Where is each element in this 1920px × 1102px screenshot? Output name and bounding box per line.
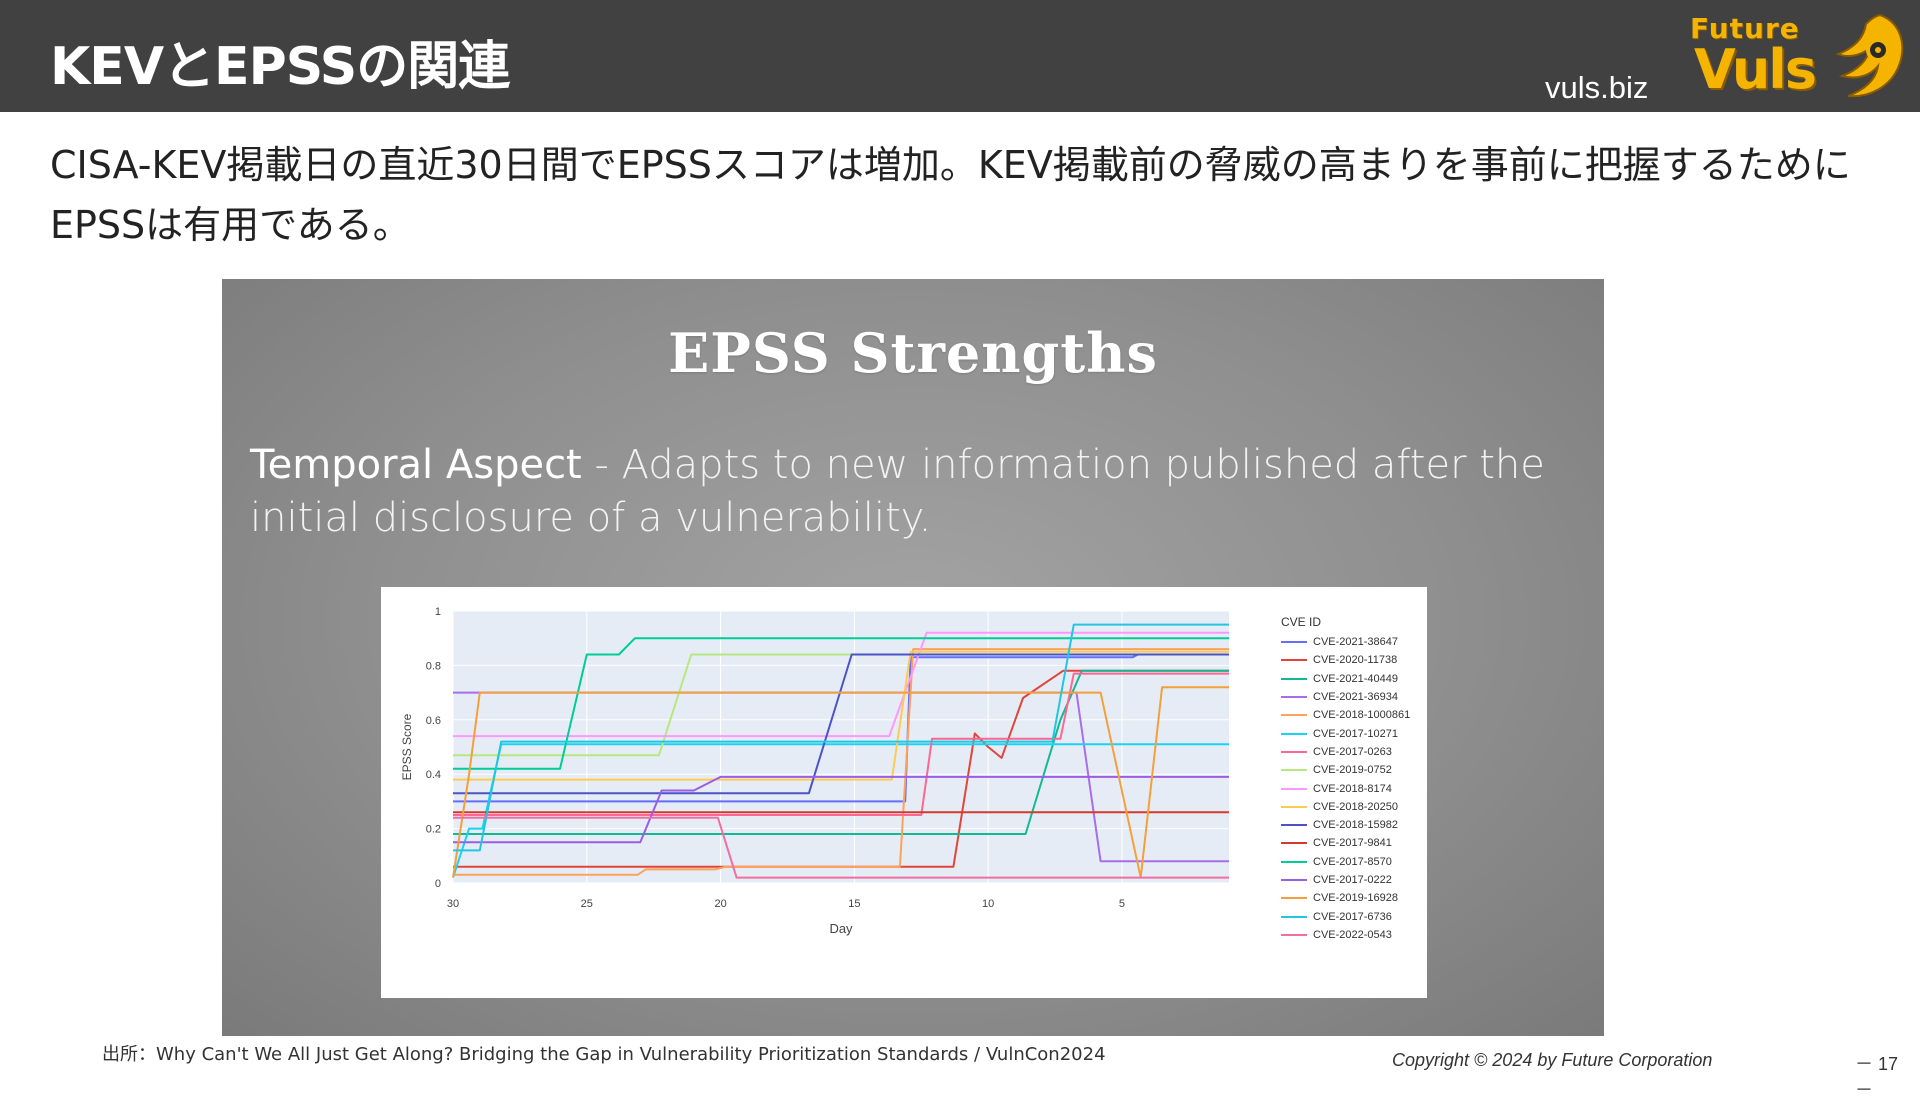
slide-title: KEVとEPSSの関連	[50, 37, 510, 97]
series-line-cve-2018-1000861	[453, 648, 1229, 876]
logo-text-vuls: Vuls	[1694, 38, 1817, 101]
chart-canvas: 30 25 20 15 10 5 0 0.2 0.4 0.6 0.8 1 Day EPSS Score	[400, 606, 1229, 936]
slide-header: KEVとEPSSの関連 vuls.biz Future Vuls	[0, 0, 1920, 112]
x-tick-label: 15	[848, 898, 860, 910]
series-line-cve-2019-16928	[452, 686, 1229, 879]
y-tick-label: 0	[435, 878, 441, 890]
legend-item[interactable]: CVE-2018-8174	[1281, 779, 1421, 797]
legend-item[interactable]: CVE-2021-40449	[1281, 670, 1421, 688]
site-url[interactable]: vuls.biz	[1545, 70, 1649, 105]
embedded-slide-title: EPSS Strengths	[668, 321, 1158, 385]
series-line-cve-2017-8570	[453, 637, 1229, 770]
legend-label: CVE-2019-16928	[1313, 892, 1399, 905]
y-tick-label: 0.4	[426, 769, 441, 781]
legend-swatch	[1281, 659, 1307, 662]
legend-label: CVE-2018-8174	[1313, 782, 1392, 795]
legend-swatch	[1281, 842, 1307, 845]
legend-swatch	[1281, 860, 1307, 863]
legend-item[interactable]: CVE-2021-38647	[1281, 633, 1421, 651]
legend-swatch	[1281, 641, 1307, 644]
legend-swatch	[1281, 824, 1307, 827]
x-tick-label: 20	[714, 898, 726, 910]
series-line-cve-2018-8174	[453, 631, 1229, 738]
legend-item[interactable]: CVE-2019-16928	[1281, 889, 1421, 907]
y-tick-label: 0.2	[426, 824, 441, 836]
epss-line-chart: 30 25 20 15 10 5 0 0.2 0.4 0.6 0.8 1 Day EPSS Score C…	[381, 587, 1427, 998]
x-tick-label: 5	[1119, 898, 1125, 910]
legend-label: CVE-2021-38647	[1313, 636, 1399, 649]
legend-item[interactable]: CVE-2017-8570	[1281, 853, 1421, 871]
legend-swatch	[1281, 732, 1307, 735]
x-tick-label: 30	[447, 898, 459, 910]
legend-swatch	[1281, 769, 1307, 772]
legend-label: CVE-2022-0543	[1313, 928, 1392, 941]
legend-item[interactable]: CVE-2018-1000861	[1281, 706, 1421, 724]
x-axis-label: Day	[829, 921, 853, 936]
embedded-slide-body: Temporal Aspect - Adapts to new informat…	[250, 439, 1550, 545]
series-line-cve-2018-15982	[453, 653, 1229, 795]
slide-subtitle: CISA-KEV掲載日の直近30日間でEPSSスコアは増加。KEV掲載前の脅威の…	[50, 143, 1851, 247]
legend-label: CVE-2021-36934	[1313, 691, 1399, 704]
series-line-cve-2017-6736	[453, 623, 1229, 852]
legend-item[interactable]: CVE-2017-0263	[1281, 743, 1421, 761]
legend-label: CVE-2017-9841	[1313, 837, 1392, 850]
legend-item[interactable]: CVE-2021-36934	[1281, 688, 1421, 706]
x-tick-label: 10	[982, 898, 994, 910]
legend-swatch	[1281, 677, 1307, 680]
legend-item[interactable]: CVE-2018-20250	[1281, 798, 1421, 816]
legend-swatch	[1281, 805, 1307, 808]
series-line-cve-2017-0263	[453, 672, 1229, 816]
y-tick-label: 0.6	[426, 715, 441, 727]
legend-label: CVE-2017-0263	[1313, 745, 1392, 758]
y-tick-label: 0.8	[426, 660, 441, 672]
legend-label: CVE-2021-40449	[1313, 672, 1399, 685]
legend-item[interactable]: CVE-2018-15982	[1281, 816, 1421, 834]
x-tick-label: 25	[581, 898, 593, 910]
legend-swatch	[1281, 714, 1307, 717]
legend-label: CVE-2017-0222	[1313, 874, 1392, 886]
legend-swatch	[1281, 696, 1307, 699]
logo-text-future: Future	[1690, 12, 1800, 45]
chart-legend: CVE ID CVE-2021-38647 CVE-2020-11738 CVE-2…	[1281, 615, 1421, 944]
body-lead-text: Temporal Aspect	[250, 442, 582, 488]
legend-swatch	[1281, 933, 1307, 936]
y-axis-label: EPSS Score	[400, 713, 414, 780]
body-rest-text: - Adapts to new information published af…	[250, 442, 1545, 541]
source-citation: 出所：Why Can't We All Just Get Along? Brid…	[102, 1044, 1106, 1065]
legend-label: CVE-2017-8570	[1313, 855, 1392, 868]
legend-label: CVE-2018-20250	[1313, 800, 1399, 813]
series-line-cve-2022-0543	[453, 816, 1229, 879]
legend-swatch	[1281, 897, 1307, 900]
copyright-text: Copyright © 2024 by Future Corporation	[1392, 1050, 1713, 1070]
page-number: － 17 －	[1855, 1054, 1899, 1100]
series-line-cve-2017-10271	[452, 743, 1229, 878]
legend-swatch	[1281, 879, 1307, 881]
legend-swatch	[1281, 750, 1307, 753]
legend-label: CVE-2017-10271	[1313, 727, 1399, 740]
series-line-cve-2017-0222	[453, 775, 1229, 844]
phoenix-logo-icon	[1835, 13, 1904, 98]
legend-label: CVE-2020-11738	[1313, 654, 1398, 667]
y-tick-label: 1	[435, 606, 441, 618]
legend-swatch	[1281, 915, 1307, 918]
embedded-slide-image: EPSS Strengths Temporal Aspect - Adapts …	[222, 279, 1604, 1036]
legend-item[interactable]: CVE-2017-6736	[1281, 907, 1421, 925]
legend-item[interactable]: CVE-2017-9841	[1281, 834, 1421, 852]
legend-label: CVE-2019-0752	[1313, 764, 1392, 777]
legend-label: CVE-2018-1000861	[1313, 709, 1411, 722]
legend-item[interactable]: CVE-2017-10271	[1281, 724, 1421, 742]
legend-item[interactable]: CVE-2020-11738	[1281, 651, 1421, 669]
legend-label: CVE-2017-6736	[1313, 910, 1392, 923]
legend-item[interactable]: CVE-2022-0543	[1281, 926, 1421, 944]
legend-item[interactable]: CVE-2017-0222	[1281, 871, 1421, 889]
legend-label: CVE-2018-15982	[1313, 819, 1399, 832]
future-vuls-logo: Future Vuls	[1680, 6, 1910, 106]
legend-title: CVE ID	[1281, 615, 1322, 629]
legend-swatch	[1281, 787, 1307, 790]
legend-item[interactable]: CVE-2019-0752	[1281, 761, 1421, 779]
legend-items: CVE-2021-38647 CVE-2020-11738 CVE-2021-404…	[1281, 633, 1421, 944]
